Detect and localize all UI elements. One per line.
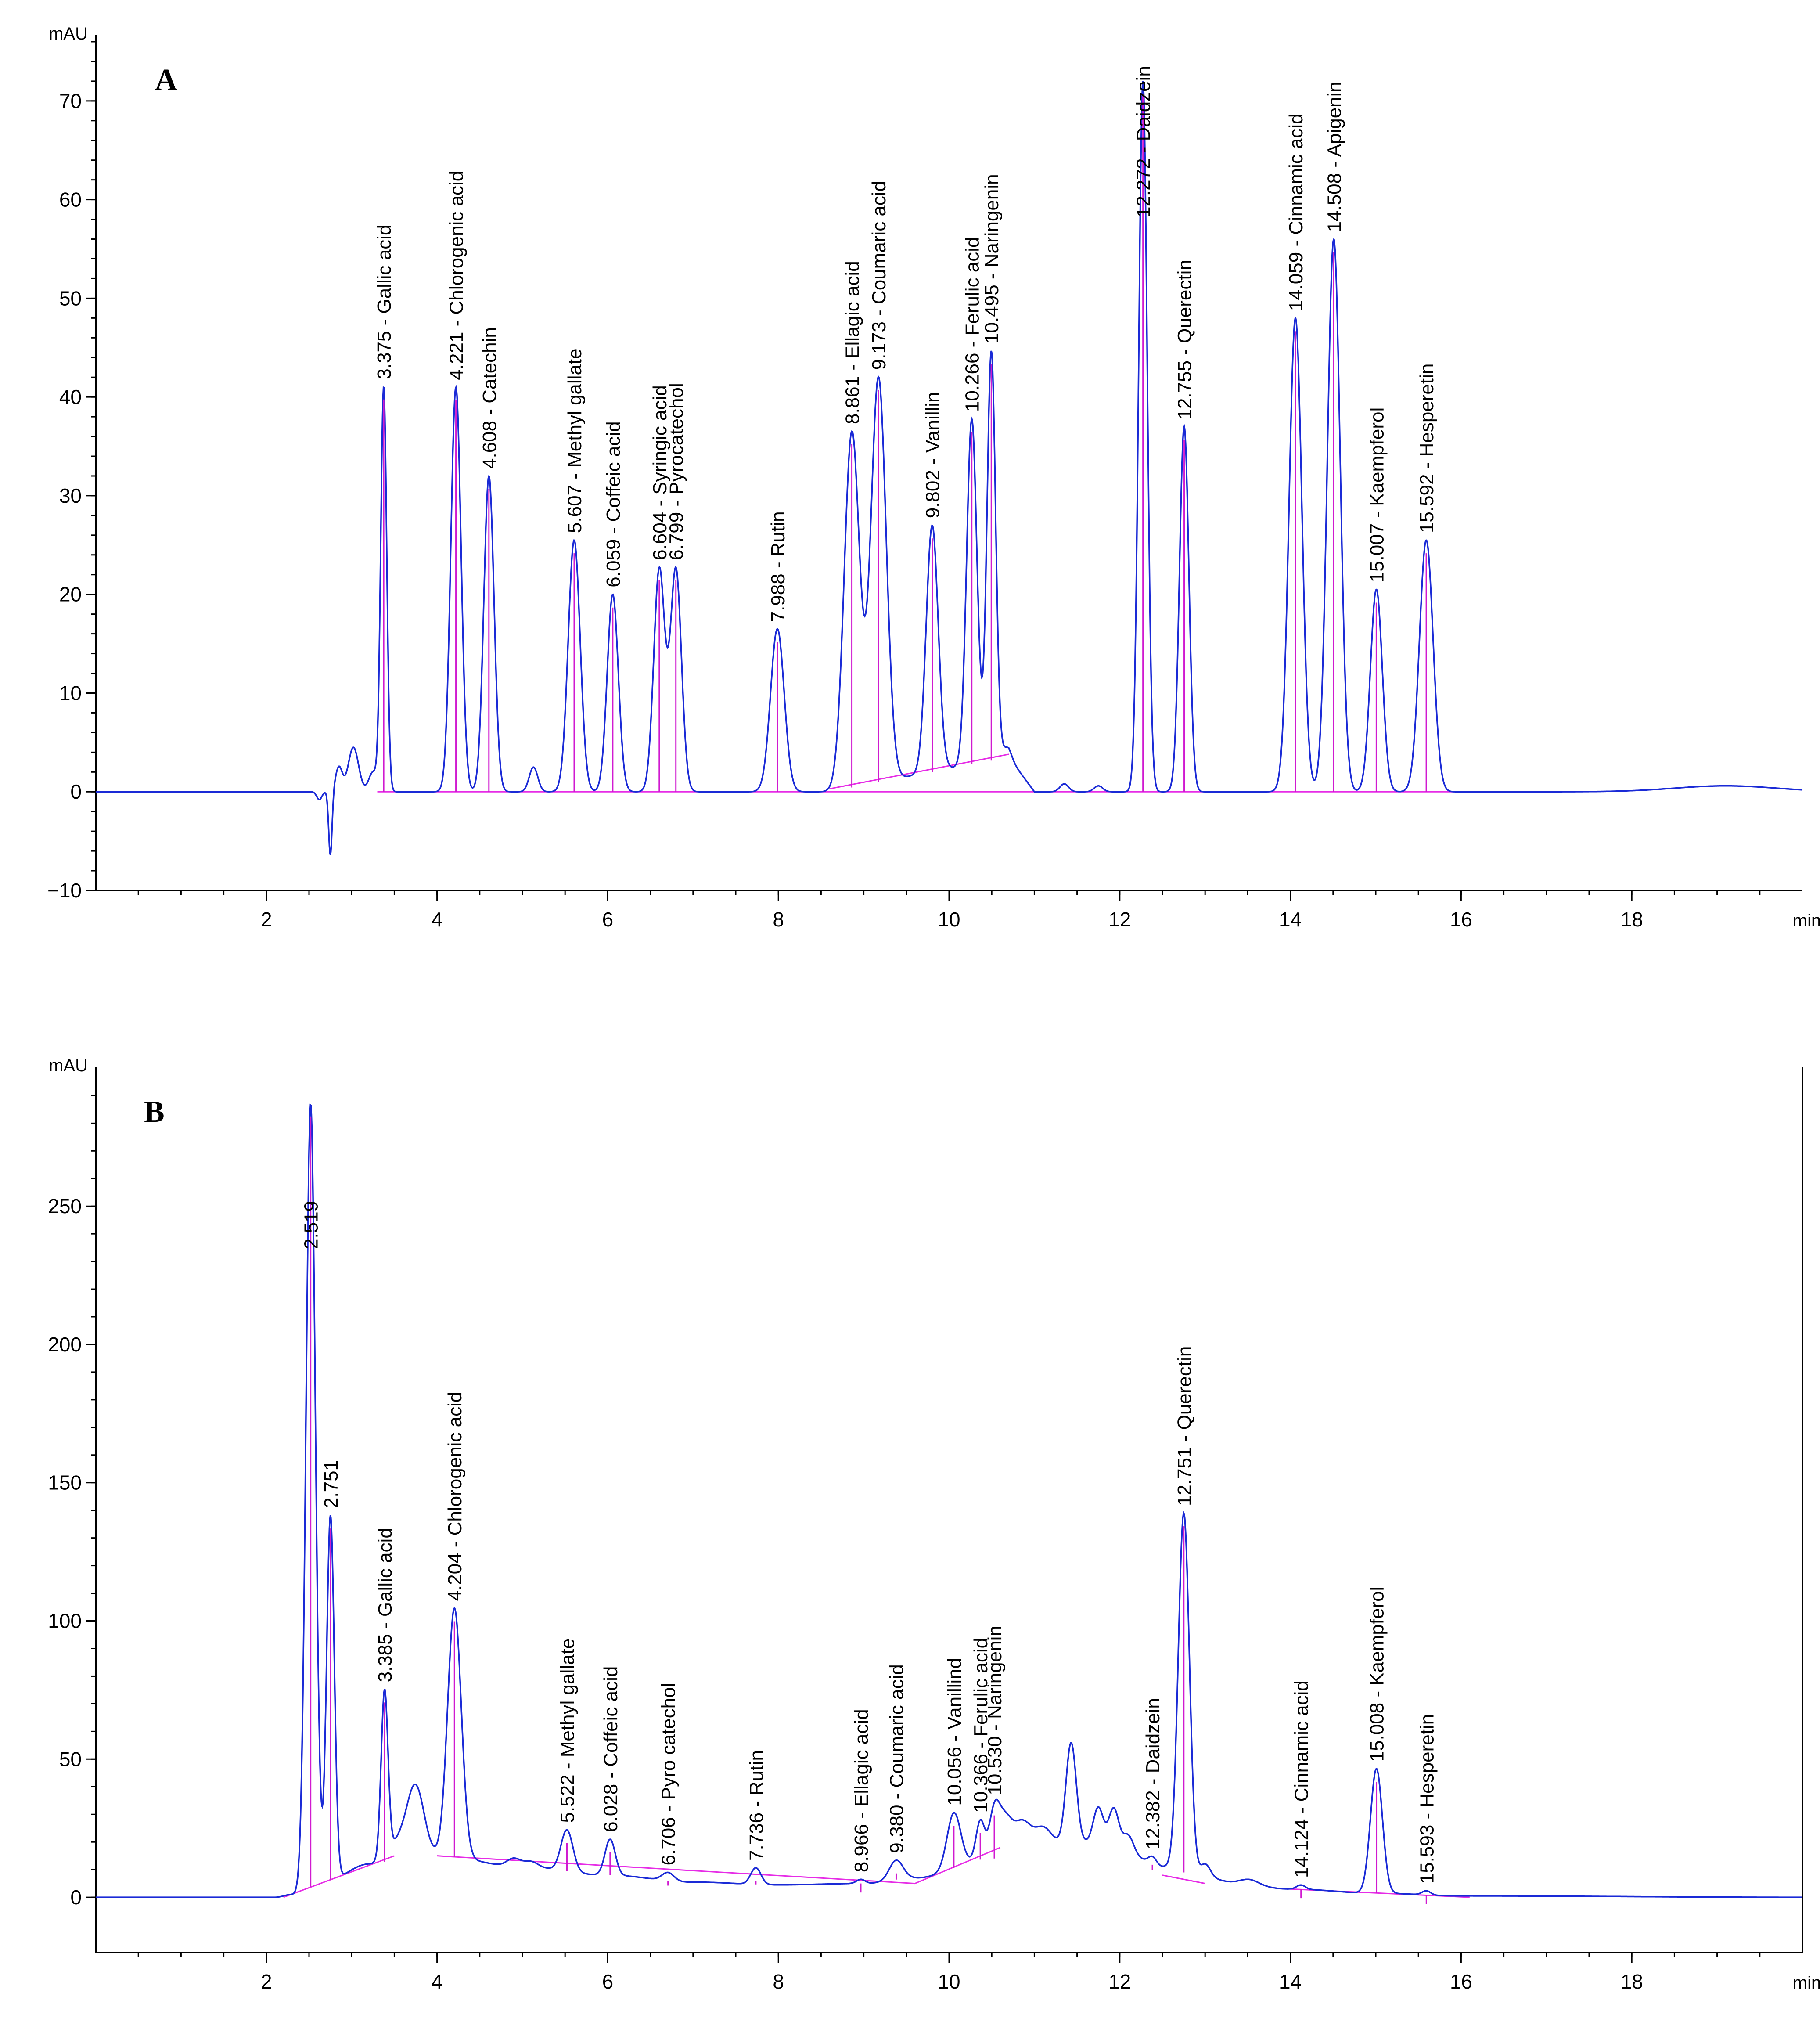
integration-baseline	[914, 1847, 1001, 1884]
signal-trace	[96, 81, 1803, 855]
peak-label: 14.124 - Cinnamic acid	[1291, 1680, 1313, 1878]
peak-label: 10.366 - Ferulic acid	[970, 1638, 992, 1813]
x-tick-label: 6	[602, 908, 614, 931]
y-tick-label: −10	[47, 879, 82, 902]
x-tick-label: 14	[1279, 908, 1302, 931]
x-axis-unit: min	[1793, 911, 1820, 930]
peak-label: 10.056 - Vanillind	[944, 1658, 965, 1806]
chromatogram-panel-b: 0 50 100 150 200 250 2 4 6 8 10 12 14 16 18 mAU min B 2.51…	[48, 1056, 1820, 1993]
x-tick-label: 10	[938, 908, 960, 931]
y-tick-label: 20	[59, 583, 82, 606]
x-tick-label: 6	[602, 1970, 614, 1993]
integration-baseline	[1162, 1874, 1205, 1885]
x-tick-label: 16	[1450, 908, 1472, 931]
peak-label: 15.007 - Kaempferol	[1366, 407, 1388, 583]
y-tick-label: 100	[48, 1610, 82, 1632]
peak-label: 12.755 - Querectin	[1174, 259, 1196, 419]
y-tick-label: 30	[59, 484, 82, 507]
peak-label: 2.751	[320, 1460, 342, 1508]
peak-label: 12.382 - Daidzein	[1142, 1698, 1164, 1849]
y-tick-label: 250	[48, 1195, 82, 1218]
x-tick-label: 16	[1450, 1970, 1472, 1993]
peak-label: 10.266 - Ferulic acid	[962, 237, 983, 412]
x-tick-label: 2	[261, 908, 272, 931]
peak-label: 5.522 - Methyl gallate	[557, 1638, 578, 1823]
integration-baseline	[437, 1855, 915, 1885]
y-tick-label: 50	[59, 1748, 82, 1770]
peak-label: 12.751 - Querectin	[1174, 1346, 1195, 1506]
integration-baseline	[829, 753, 1009, 789]
peak-label: 3.375 - Gallic acid	[374, 225, 395, 379]
y-axis-unit: mAU	[49, 1056, 88, 1075]
chromatogram-panel-a: −10 0 10 20 30 40 50 60 70 2 4 6 8 10 12 14 16 18 mAU min A 3…	[47, 24, 1820, 931]
peak-label: 9.380 - Coumaric acid	[886, 1664, 907, 1853]
peak-label: 6.028 - Coffeic acid	[600, 1666, 622, 1832]
peak-label: 10.530 - Naringenin	[984, 1625, 1006, 1795]
peak-label: 12.272 - Daidzein	[1133, 66, 1155, 217]
x-tick-label: 2	[261, 1970, 272, 1993]
x-tick-label: 18	[1621, 1970, 1643, 1993]
signal-trace	[96, 1103, 1802, 1898]
peak-label: 4.204 - Chlorogenic acid	[444, 1392, 466, 1601]
y-tick-label: 0	[70, 780, 82, 803]
peak-label: 9.802 - Vanillin	[922, 392, 944, 518]
peak-label: 4.608 - Catechin	[479, 327, 500, 469]
integration-baseline	[283, 1855, 395, 1898]
peak-label: 15.593 - Hesperetin	[1416, 1714, 1438, 1884]
peak-label: 4.221 - Chlorogenic acid	[446, 171, 468, 380]
x-tick-label: 4	[432, 908, 443, 931]
x-tick-label: 8	[773, 1970, 784, 1993]
x-tick-label: 14	[1279, 1970, 1302, 1993]
x-tick-label: 12	[1108, 1970, 1131, 1993]
peak-label: 3.385 - Gallic acid	[374, 1528, 396, 1682]
peak-label: 8.861 - Ellagic acid	[842, 261, 863, 424]
x-axis-unit: min	[1793, 1973, 1820, 1993]
peak-label: 6.059 - Coffeic acid	[603, 421, 624, 587]
y-tick-label: 60	[59, 188, 82, 211]
peak-label: 7.988 - Rutin	[767, 511, 789, 622]
peak-label: 14.508 - Apigenin	[1324, 82, 1345, 232]
peak-label: 9.173 - Coumaric acid	[868, 181, 890, 370]
peak-label: 2.519	[301, 1201, 322, 1249]
panel-letter: B	[144, 1095, 165, 1129]
peak-label: 15.008 - Kaempferol	[1367, 1587, 1388, 1762]
peak-label: 6.604 - Syringic acid	[649, 385, 671, 560]
peak-label: 10.495 - Naringenin	[981, 174, 1003, 343]
panel-letter: A	[155, 63, 177, 97]
y-tick-label: 0	[70, 1886, 82, 1909]
y-tick-label: 200	[48, 1333, 82, 1356]
x-tick-label: 4	[432, 1970, 443, 1993]
x-tick-label: 8	[773, 908, 784, 931]
peak-label: 14.059 - Cinnamic acid	[1285, 113, 1307, 311]
peak-label: 5.607 - Methyl gallate	[564, 348, 586, 533]
x-tick-label: 10	[938, 1970, 960, 1993]
peak-label: 8.966 - Ellagic acid	[851, 1709, 872, 1872]
y-tick-label: 50	[59, 287, 82, 310]
peak-label: 6.799 - Pyrocatechol	[666, 383, 687, 560]
y-axis-unit: mAU	[49, 24, 88, 43]
x-tick-label: 18	[1621, 908, 1643, 931]
y-tick-label: 10	[59, 681, 82, 704]
peak-label: 7.736 - Rutin	[746, 1750, 767, 1861]
y-tick-label: 40	[59, 386, 82, 408]
y-tick-label: 150	[48, 1471, 82, 1494]
peak-label: 15.592 - Hesperetin	[1416, 364, 1438, 533]
peak-label: 6.706 - Pyro catechol	[658, 1683, 680, 1866]
x-tick-label: 12	[1108, 908, 1131, 931]
y-tick-label: 70	[59, 90, 82, 112]
